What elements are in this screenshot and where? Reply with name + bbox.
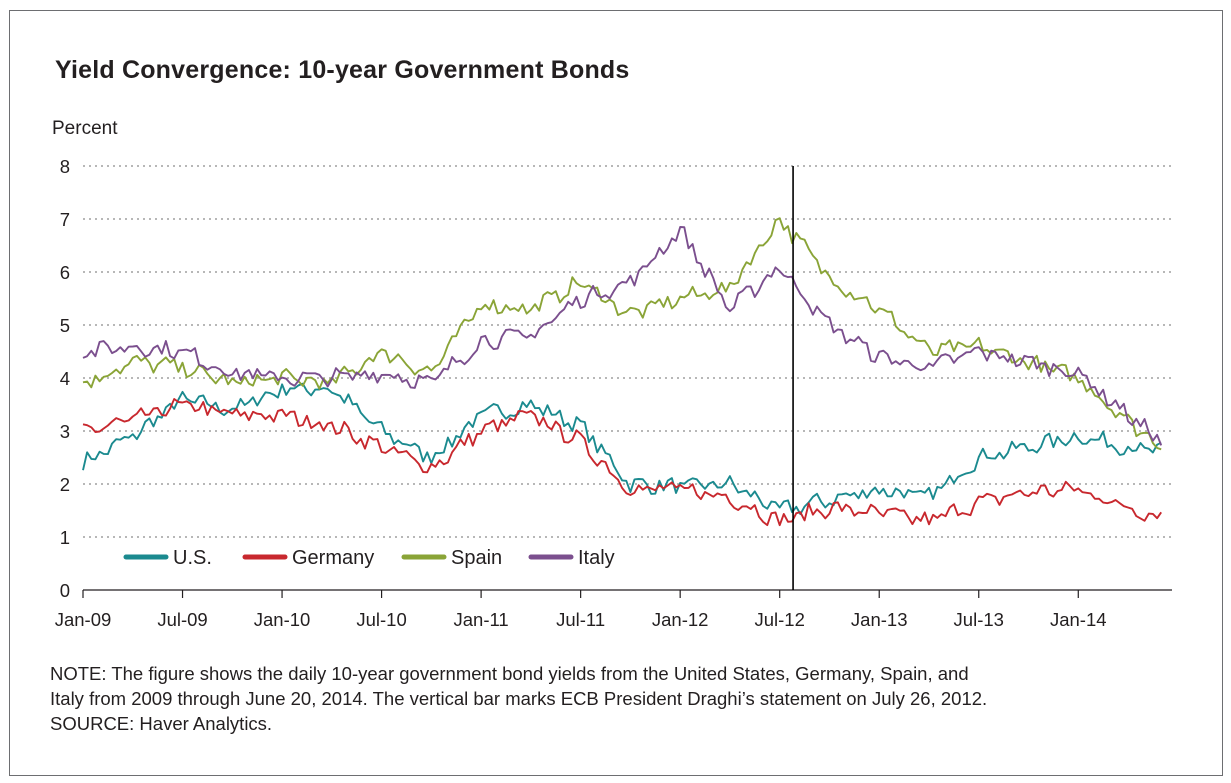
gridlines	[83, 165, 1172, 538]
y-tick-label: 2	[60, 474, 70, 495]
x-tick-label: Jan-11	[454, 609, 509, 630]
note-line: NOTE: The figure shows the daily 10-year…	[50, 663, 969, 684]
series-line	[82, 217, 1162, 451]
y-tick-label: 3	[60, 421, 70, 442]
y-tick-label: 5	[60, 315, 70, 336]
x-tick-label: Jul-12	[754, 609, 804, 630]
legend-label: Italy	[578, 547, 615, 569]
x-tick-label: Jan-10	[254, 609, 311, 630]
y-tick-labels: 0 1 2 3 4 5 6 7 8	[60, 156, 70, 601]
y-tick-label: 8	[60, 156, 70, 177]
legend-label: Spain	[451, 547, 502, 569]
x-tick-label: Jan-12	[652, 609, 709, 630]
series-line	[82, 382, 1162, 516]
y-axis-label: Percent	[52, 118, 118, 139]
x-tick-label: Jan-09	[55, 609, 112, 630]
legend: U.S. Germany Spain Italy	[123, 547, 615, 569]
legend-label: Germany	[292, 547, 374, 569]
source-line: SOURCE: Haver Analytics.	[50, 713, 273, 734]
y-tick-label: 7	[60, 209, 70, 230]
chart-title: Yield Convergence: 10-year Government Bo…	[55, 56, 630, 84]
x-tick-label: Jul-09	[157, 609, 207, 630]
x-tick-label: Jul-13	[954, 609, 1004, 630]
x-axis: Jan-09 Jul-09 Jan-10 Jul-10 Jan-11 Jul-11 Jan-…	[55, 589, 1172, 630]
figure-note: NOTE: The figure shows the daily 10-year…	[50, 661, 1210, 736]
y-tick-label: 6	[60, 262, 70, 283]
x-tick-label: Jan-13	[851, 609, 908, 630]
note-line: Italy from 2009 through June 20, 2014. T…	[50, 688, 988, 709]
y-tick-label: 0	[60, 580, 70, 601]
x-tick-label: Jan-14	[1050, 609, 1107, 630]
legend-label: U.S.	[173, 547, 212, 569]
series-line	[82, 226, 1163, 446]
series-line	[82, 398, 1162, 527]
x-tick-label: Jul-10	[356, 609, 406, 630]
y-tick-label: 4	[60, 368, 70, 389]
figure-frame	[9, 10, 1223, 776]
series-lines	[82, 217, 1163, 527]
x-tick-label: Jul-11	[556, 609, 605, 630]
y-tick-label: 1	[60, 527, 70, 548]
